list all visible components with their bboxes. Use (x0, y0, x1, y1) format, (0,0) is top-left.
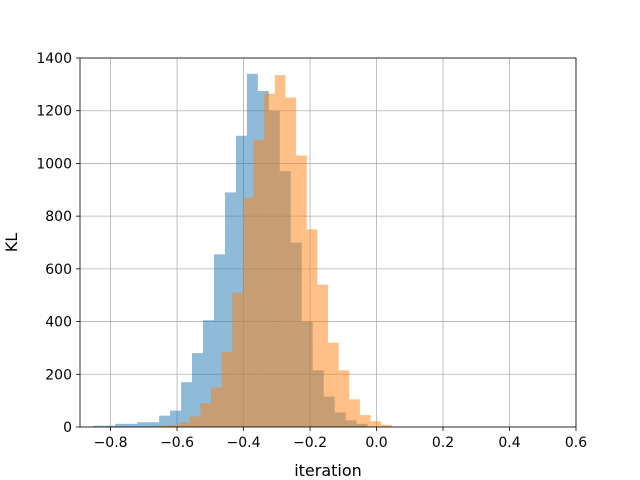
histogram-bar-series-1 (126, 423, 138, 427)
histogram-bar-series-2 (221, 351, 233, 427)
y-axis-label: KL (2, 233, 21, 252)
x-tick-label: −0.4 (227, 435, 261, 451)
histogram-bar-series-2 (370, 421, 382, 427)
histogram-bar-series-2 (359, 415, 371, 427)
histogram-bar-series-2 (168, 424, 180, 427)
histogram-bar-series-1 (137, 422, 149, 427)
histogram-bar-series-2 (349, 399, 360, 427)
histogram-bar-series-2 (200, 403, 211, 427)
histogram-bars (93, 73, 392, 428)
y-tick-label: 1000 (36, 156, 72, 172)
y-tick-label: 400 (45, 315, 72, 331)
x-tick-label: 0.2 (432, 435, 454, 451)
y-tick-label: 1200 (36, 104, 72, 120)
histogram-bar-series-1 (148, 422, 160, 427)
y-tick-label: 800 (45, 209, 72, 225)
histogram-bar-series-1 (181, 382, 193, 427)
histogram-bar-series-2 (210, 387, 222, 427)
histogram-bar-series-2 (157, 425, 169, 427)
x-axis-label: iteration (294, 461, 362, 480)
histogram-bar-series-2 (381, 424, 392, 427)
y-tick-label: 200 (45, 367, 72, 383)
histogram-bar-series-1 (159, 415, 171, 427)
histogram-bar-series-1 (170, 410, 182, 427)
histogram-bar-series-2 (264, 93, 275, 427)
x-tick-label: 0.6 (565, 435, 587, 451)
histogram-bar-series-2 (296, 155, 307, 427)
y-tick-label: 600 (45, 262, 72, 278)
histogram-bar-series-2 (242, 197, 254, 427)
histogram-bar-series-1 (235, 135, 247, 427)
histogram-bar-series-1 (203, 320, 214, 427)
histogram-bar-series-1 (192, 353, 204, 427)
x-tick-label: −0.6 (160, 435, 194, 451)
histogram-bar-series-1 (224, 192, 236, 427)
plot-frame (79, 57, 577, 428)
histogram-bar-series-2 (253, 139, 265, 427)
y-tick-label: 0 (63, 420, 72, 436)
x-tick-label: 0.0 (365, 435, 387, 451)
histogram-bar-series-2 (285, 97, 297, 428)
histogram-bar-series-1 (115, 423, 127, 427)
histogram-bar-series-1 (104, 425, 116, 427)
histogram-bar-series-2 (306, 229, 318, 427)
histogram-bar-series-2 (179, 422, 190, 427)
histogram-bar-series-2 (317, 284, 328, 427)
x-tick-label: −0.8 (94, 435, 128, 451)
histogram-bar-series-2 (274, 75, 286, 427)
x-tick-label: 0.4 (498, 435, 520, 451)
histogram-bar-series-2 (232, 292, 243, 427)
y-tick-label: 1400 (36, 51, 72, 67)
axis-ticks: −0.8 −0.6 −0.4 −0.2 0.0 0.2 0.4 0.6 0 200 400 600 80… (36, 51, 587, 451)
histogram-bar-series-1 (93, 425, 105, 427)
grid (80, 57, 577, 428)
x-tick-label: −0.2 (293, 435, 327, 451)
histogram-bar-series-2 (338, 370, 350, 427)
histogram-bar-series-2 (328, 342, 339, 427)
histogram-bar-series-2 (189, 416, 201, 427)
histogram-bar-series-1 (213, 254, 225, 427)
